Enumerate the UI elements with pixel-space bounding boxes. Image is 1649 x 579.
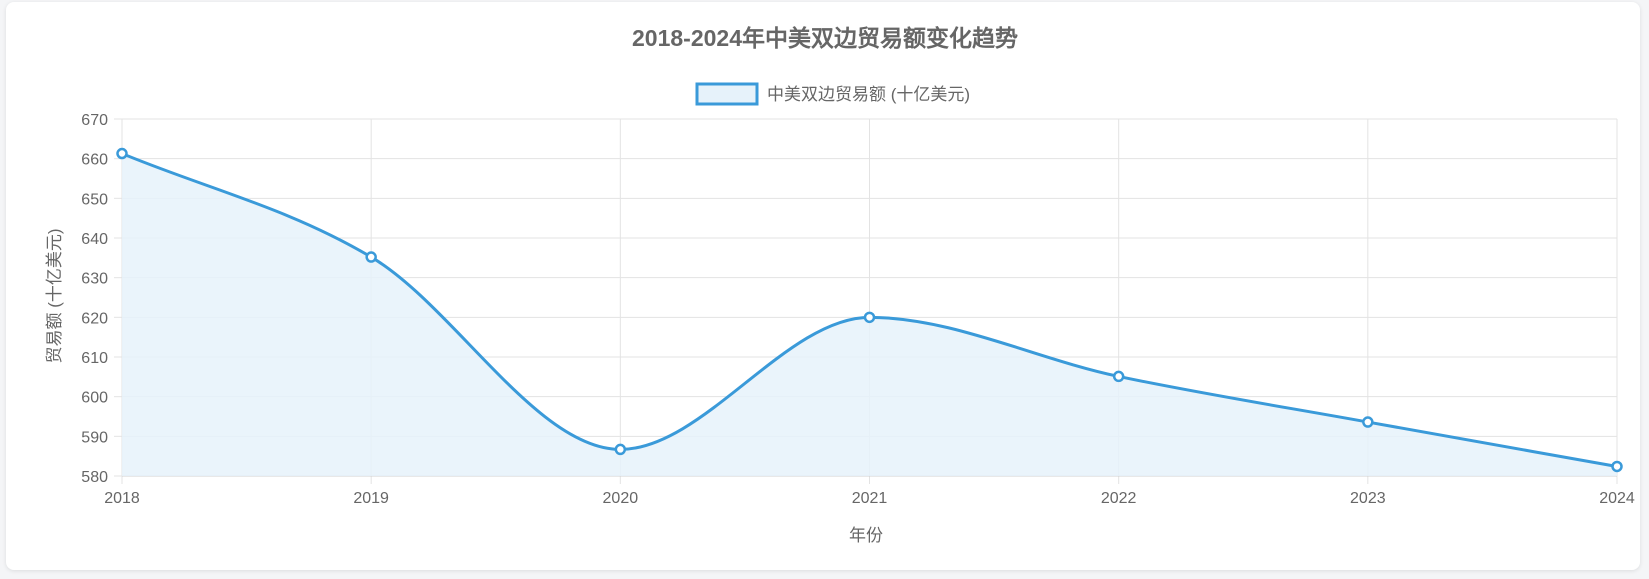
legend-label: 中美双边贸易额 (十亿美元) bbox=[767, 85, 970, 104]
y-tick-label: 590 bbox=[81, 429, 108, 446]
legend[interactable]: 中美双边贸易额 (十亿美元) bbox=[695, 82, 970, 106]
chart-title: 2018-2024年中美双边贸易额变化趋势 bbox=[632, 25, 1018, 51]
data-point-2022[interactable] bbox=[1112, 370, 1125, 383]
y-tick-label: 620 bbox=[81, 310, 108, 327]
y-tick-label: 580 bbox=[81, 469, 108, 486]
y-tick-label: 600 bbox=[81, 390, 108, 407]
y-tick-label: 660 bbox=[81, 152, 108, 169]
data-point-2023[interactable] bbox=[1362, 416, 1374, 428]
x-tick-label: 2021 bbox=[852, 490, 888, 507]
data-point-2020[interactable] bbox=[614, 443, 627, 456]
data-points bbox=[116, 147, 1623, 473]
y-tick-label: 650 bbox=[81, 191, 108, 208]
legend-swatch bbox=[695, 82, 759, 106]
data-point-2019[interactable] bbox=[365, 251, 377, 263]
x-tick-label: 2020 bbox=[603, 490, 639, 507]
x-tick-label: 2023 bbox=[1350, 490, 1386, 507]
area-fill bbox=[122, 153, 1617, 476]
x-axis-ticks: 2018 2019 2020 2021 2022 2023 2024 bbox=[104, 490, 1635, 507]
y-tick-label: 670 bbox=[81, 112, 108, 129]
y-axis-label: 贸易额 (十亿美元) bbox=[45, 228, 64, 363]
x-tick-label: 2019 bbox=[353, 490, 389, 507]
y-axis-ticks: 670 660 650 640 630 620 610 600 590 580 bbox=[81, 112, 108, 486]
x-tick-label: 2018 bbox=[104, 490, 140, 507]
y-tick-label: 610 bbox=[81, 350, 108, 367]
x-tick-label: 2022 bbox=[1101, 490, 1137, 507]
x-axis-label: 年份 bbox=[849, 526, 883, 545]
data-point-2024[interactable] bbox=[1611, 460, 1623, 473]
y-tick-label: 640 bbox=[81, 231, 108, 248]
y-tick-label: 630 bbox=[81, 271, 108, 288]
x-tick-label: 2024 bbox=[1599, 490, 1635, 507]
series-area bbox=[122, 153, 1617, 476]
data-point-2018[interactable] bbox=[116, 147, 128, 160]
data-point-2021[interactable] bbox=[863, 311, 876, 324]
